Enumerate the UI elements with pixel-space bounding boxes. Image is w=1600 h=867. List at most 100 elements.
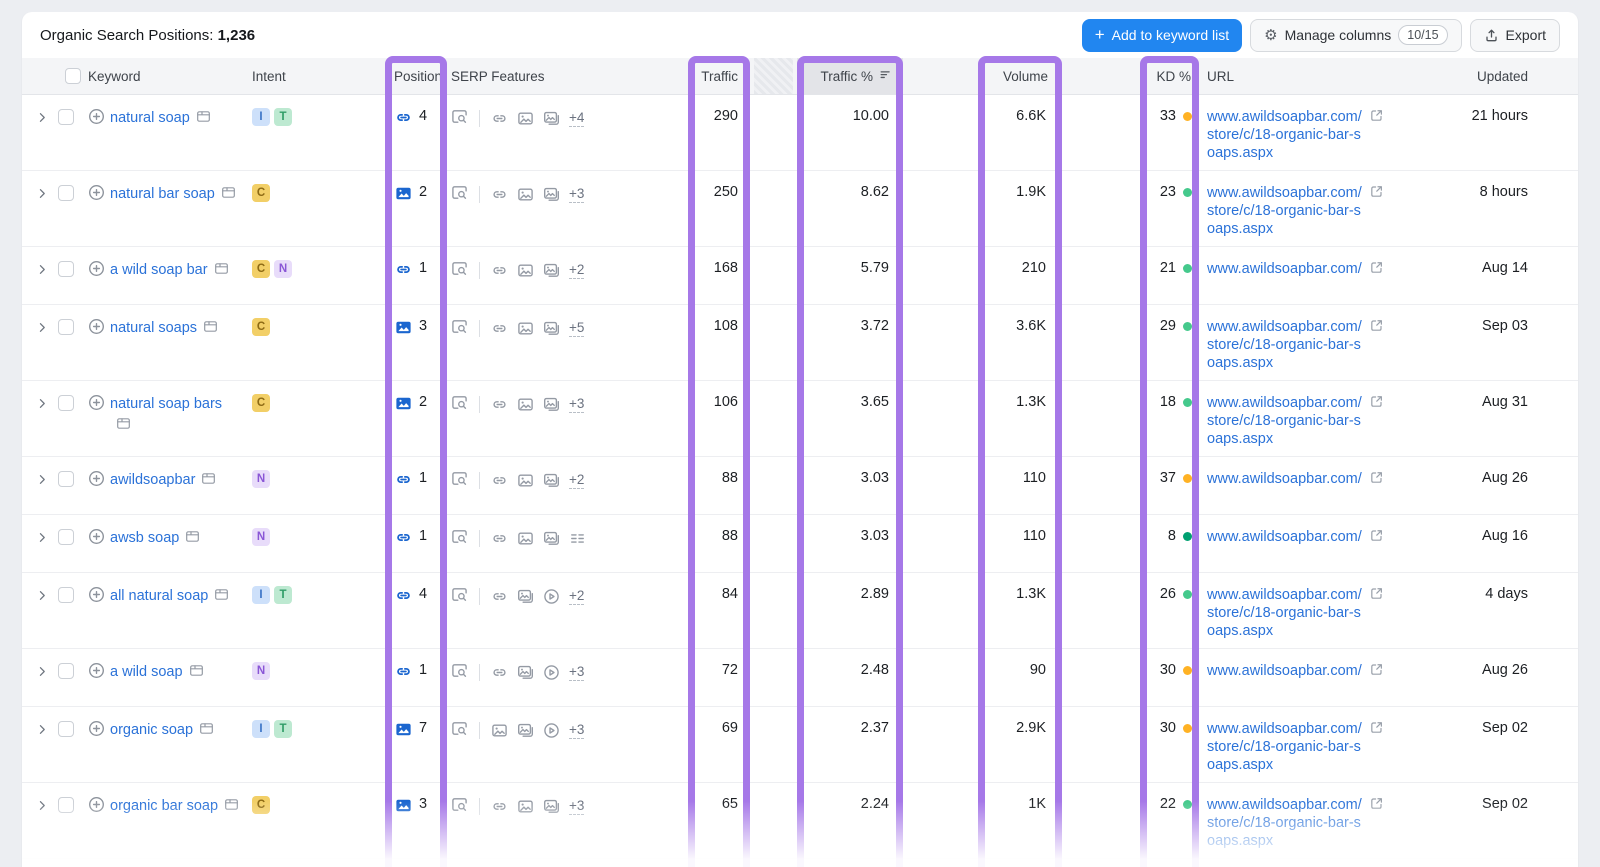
url-link[interactable]: www.awildsoapbar.com/store/c/18-organic-… xyxy=(1207,185,1362,238)
url-link[interactable]: www.awildsoapbar.com/ xyxy=(1207,529,1362,545)
add-keyword-icon[interactable] xyxy=(88,184,105,208)
expand-chevron-icon[interactable] xyxy=(22,305,58,337)
serp-more-badge[interactable]: +3 xyxy=(569,722,585,739)
add-keyword-icon[interactable] xyxy=(88,108,105,132)
url-link[interactable]: www.awildsoapbar.com/ xyxy=(1207,471,1362,487)
serp-more-badge[interactable]: +2 xyxy=(569,262,585,279)
serp-snapshot-icon[interactable] xyxy=(199,721,214,743)
row-checkbox[interactable] xyxy=(58,529,74,545)
keyword-link[interactable]: a wild soap xyxy=(110,664,183,680)
keyword-link[interactable]: natural bar soap xyxy=(110,186,215,202)
serp-snapshot-icon[interactable] xyxy=(185,529,200,551)
row-checkbox[interactable] xyxy=(58,395,74,411)
serp-snapshot-icon[interactable] xyxy=(203,319,218,341)
url-link[interactable]: www.awildsoapbar.com/store/c/18-organic-… xyxy=(1207,319,1362,372)
url-link[interactable]: www.awildsoapbar.com/ xyxy=(1207,261,1362,277)
url-link[interactable]: www.awildsoapbar.com/store/c/18-organic-… xyxy=(1207,395,1362,448)
external-link-icon[interactable] xyxy=(1369,470,1384,490)
keyword-link[interactable]: natural soap bars xyxy=(110,396,223,412)
row-checkbox[interactable] xyxy=(58,109,74,125)
url-link[interactable]: www.awildsoapbar.com/store/c/18-organic-… xyxy=(1207,721,1362,774)
add-keyword-icon[interactable] xyxy=(88,394,105,418)
row-checkbox[interactable] xyxy=(58,587,74,603)
external-link-icon[interactable] xyxy=(1369,720,1384,740)
serp-snapshot-icon[interactable] xyxy=(116,416,131,438)
keyword-link[interactable]: a wild soap bar xyxy=(110,262,208,278)
column-header-kd[interactable]: KD % xyxy=(1156,68,1191,84)
row-checkbox[interactable] xyxy=(58,471,74,487)
row-checkbox[interactable] xyxy=(58,721,74,737)
select-all-checkbox[interactable] xyxy=(65,68,81,84)
add-keyword-icon[interactable] xyxy=(88,796,105,820)
row-checkbox[interactable] xyxy=(58,663,74,679)
export-button[interactable]: Export xyxy=(1469,18,1560,52)
external-link-icon[interactable] xyxy=(1369,184,1384,204)
manage-columns-button[interactable]: ⚙ Manage columns 10/15 xyxy=(1250,18,1462,52)
keyword-link[interactable]: awildsoapbar xyxy=(110,472,196,488)
expand-chevron-icon[interactable] xyxy=(22,381,58,413)
keyword-link[interactable]: all natural soap xyxy=(110,588,209,604)
url-link[interactable]: www.awildsoapbar.com/store/c/18-organic-… xyxy=(1207,797,1362,850)
expand-chevron-icon[interactable] xyxy=(22,649,58,681)
url-link[interactable]: www.awildsoapbar.com/store/c/18-organic-… xyxy=(1207,109,1362,162)
serp-snapshot-icon[interactable] xyxy=(201,471,216,493)
external-link-icon[interactable] xyxy=(1369,260,1384,280)
serp-snapshot-icon[interactable] xyxy=(196,109,211,131)
column-header-traffic-pct[interactable]: Traffic % xyxy=(797,58,903,94)
add-keyword-icon[interactable] xyxy=(88,720,105,744)
expand-chevron-icon[interactable] xyxy=(22,783,58,815)
kd-cell: 8 xyxy=(1140,515,1199,544)
add-keyword-icon[interactable] xyxy=(88,318,105,342)
add-to-keyword-list-button[interactable]: + Add to keyword list xyxy=(1081,18,1243,52)
expand-chevron-icon[interactable] xyxy=(22,247,58,279)
expand-chevron-icon[interactable] xyxy=(22,457,58,489)
serp-snapshot-icon[interactable] xyxy=(189,663,204,685)
add-keyword-icon[interactable] xyxy=(88,260,105,284)
keyword-link[interactable]: organic bar soap xyxy=(110,798,219,814)
expand-chevron-icon[interactable] xyxy=(22,573,58,605)
expand-chevron-icon[interactable] xyxy=(22,707,58,739)
add-keyword-icon[interactable] xyxy=(88,662,105,686)
serp-more-badge[interactable]: +3 xyxy=(569,798,585,815)
column-header-volume[interactable]: Volume xyxy=(1002,68,1048,84)
serp-snapshot-icon[interactable] xyxy=(214,261,229,283)
expand-chevron-icon[interactable] xyxy=(22,171,58,203)
external-link-icon[interactable] xyxy=(1369,318,1384,338)
serp-more-badge[interactable]: +2 xyxy=(569,588,585,605)
add-keyword-icon[interactable] xyxy=(88,586,105,610)
add-keyword-icon[interactable] xyxy=(88,470,105,494)
expand-chevron-icon[interactable] xyxy=(22,515,58,547)
serp-snapshot-icon[interactable] xyxy=(221,185,236,207)
serp-more-badge[interactable]: +3 xyxy=(569,186,585,203)
keyword-link[interactable]: awsb soap xyxy=(110,530,180,546)
column-header-position[interactable]: Position xyxy=(394,68,443,84)
serp-more-badge[interactable]: +2 xyxy=(569,472,585,489)
serp-snapshot-icon[interactable] xyxy=(224,797,239,819)
serp-more-badge[interactable]: +3 xyxy=(569,396,585,413)
row-checkbox[interactable] xyxy=(58,319,74,335)
url-link[interactable]: www.awildsoapbar.com/ xyxy=(1207,663,1362,679)
external-link-icon[interactable] xyxy=(1369,586,1384,606)
serp-snapshot-icon[interactable] xyxy=(214,587,229,609)
serp-more-badge[interactable]: +5 xyxy=(569,320,585,337)
keyword-link[interactable]: organic soap xyxy=(110,722,194,738)
expand-chevron-icon[interactable] xyxy=(22,95,58,127)
gear-icon: ⚙ xyxy=(1264,27,1278,44)
row-checkbox[interactable] xyxy=(58,797,74,813)
external-link-icon[interactable] xyxy=(1369,662,1384,682)
add-keyword-icon[interactable] xyxy=(88,528,105,552)
serp-more-badge[interactable]: +3 xyxy=(569,664,585,681)
serp-more-badge[interactable]: +4 xyxy=(569,110,585,127)
external-link-icon[interactable] xyxy=(1369,796,1384,816)
external-link-icon[interactable] xyxy=(1369,108,1384,128)
position-cell: 3 xyxy=(385,783,447,818)
row-checkbox[interactable] xyxy=(58,261,74,277)
external-link-icon[interactable] xyxy=(1369,528,1384,548)
column-header-traffic[interactable]: Traffic xyxy=(701,68,738,84)
url-link[interactable]: www.awildsoapbar.com/store/c/18-organic-… xyxy=(1207,587,1362,640)
row-checkbox[interactable] xyxy=(58,185,74,201)
keyword-link[interactable]: natural soap xyxy=(110,110,190,126)
keyword-link[interactable]: natural soaps xyxy=(110,320,198,336)
external-link-icon[interactable] xyxy=(1369,394,1384,414)
